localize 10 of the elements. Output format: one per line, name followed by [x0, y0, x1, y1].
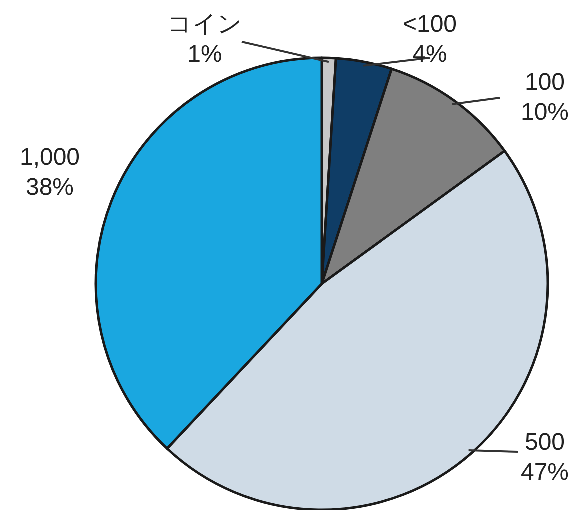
slice-label: コイン — [168, 11, 242, 38]
slice-label: 1,000 — [20, 144, 80, 171]
slice-label: <100 — [402, 11, 458, 38]
slice-label: 500 — [524, 429, 566, 456]
data-label: 10% — [520, 99, 570, 126]
data-label: 38% — [26, 174, 74, 201]
slice-label: 100 — [524, 69, 566, 96]
data-label: 1% — [188, 41, 222, 68]
data-label: 47% — [520, 459, 570, 486]
data-label: 4% — [412, 41, 448, 68]
